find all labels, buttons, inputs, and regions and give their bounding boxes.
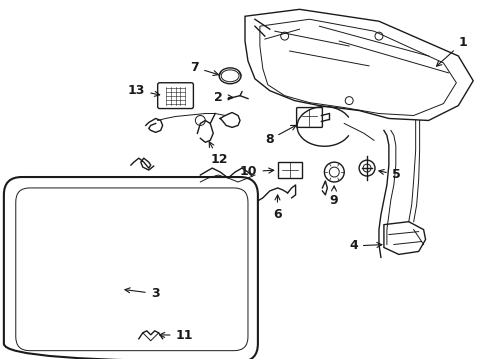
Text: 6: 6 — [272, 195, 281, 221]
Text: 1: 1 — [436, 36, 466, 66]
Text: 12: 12 — [209, 142, 227, 166]
Text: 13: 13 — [128, 84, 160, 97]
Text: 7: 7 — [190, 61, 218, 76]
Text: 3: 3 — [125, 287, 159, 300]
Text: 10: 10 — [240, 165, 273, 178]
Text: 9: 9 — [328, 186, 337, 207]
Text: 5: 5 — [378, 168, 400, 181]
Text: 4: 4 — [348, 239, 381, 252]
Text: 8: 8 — [264, 125, 295, 146]
Text: 11: 11 — [160, 329, 193, 342]
Text: 2: 2 — [214, 91, 233, 104]
